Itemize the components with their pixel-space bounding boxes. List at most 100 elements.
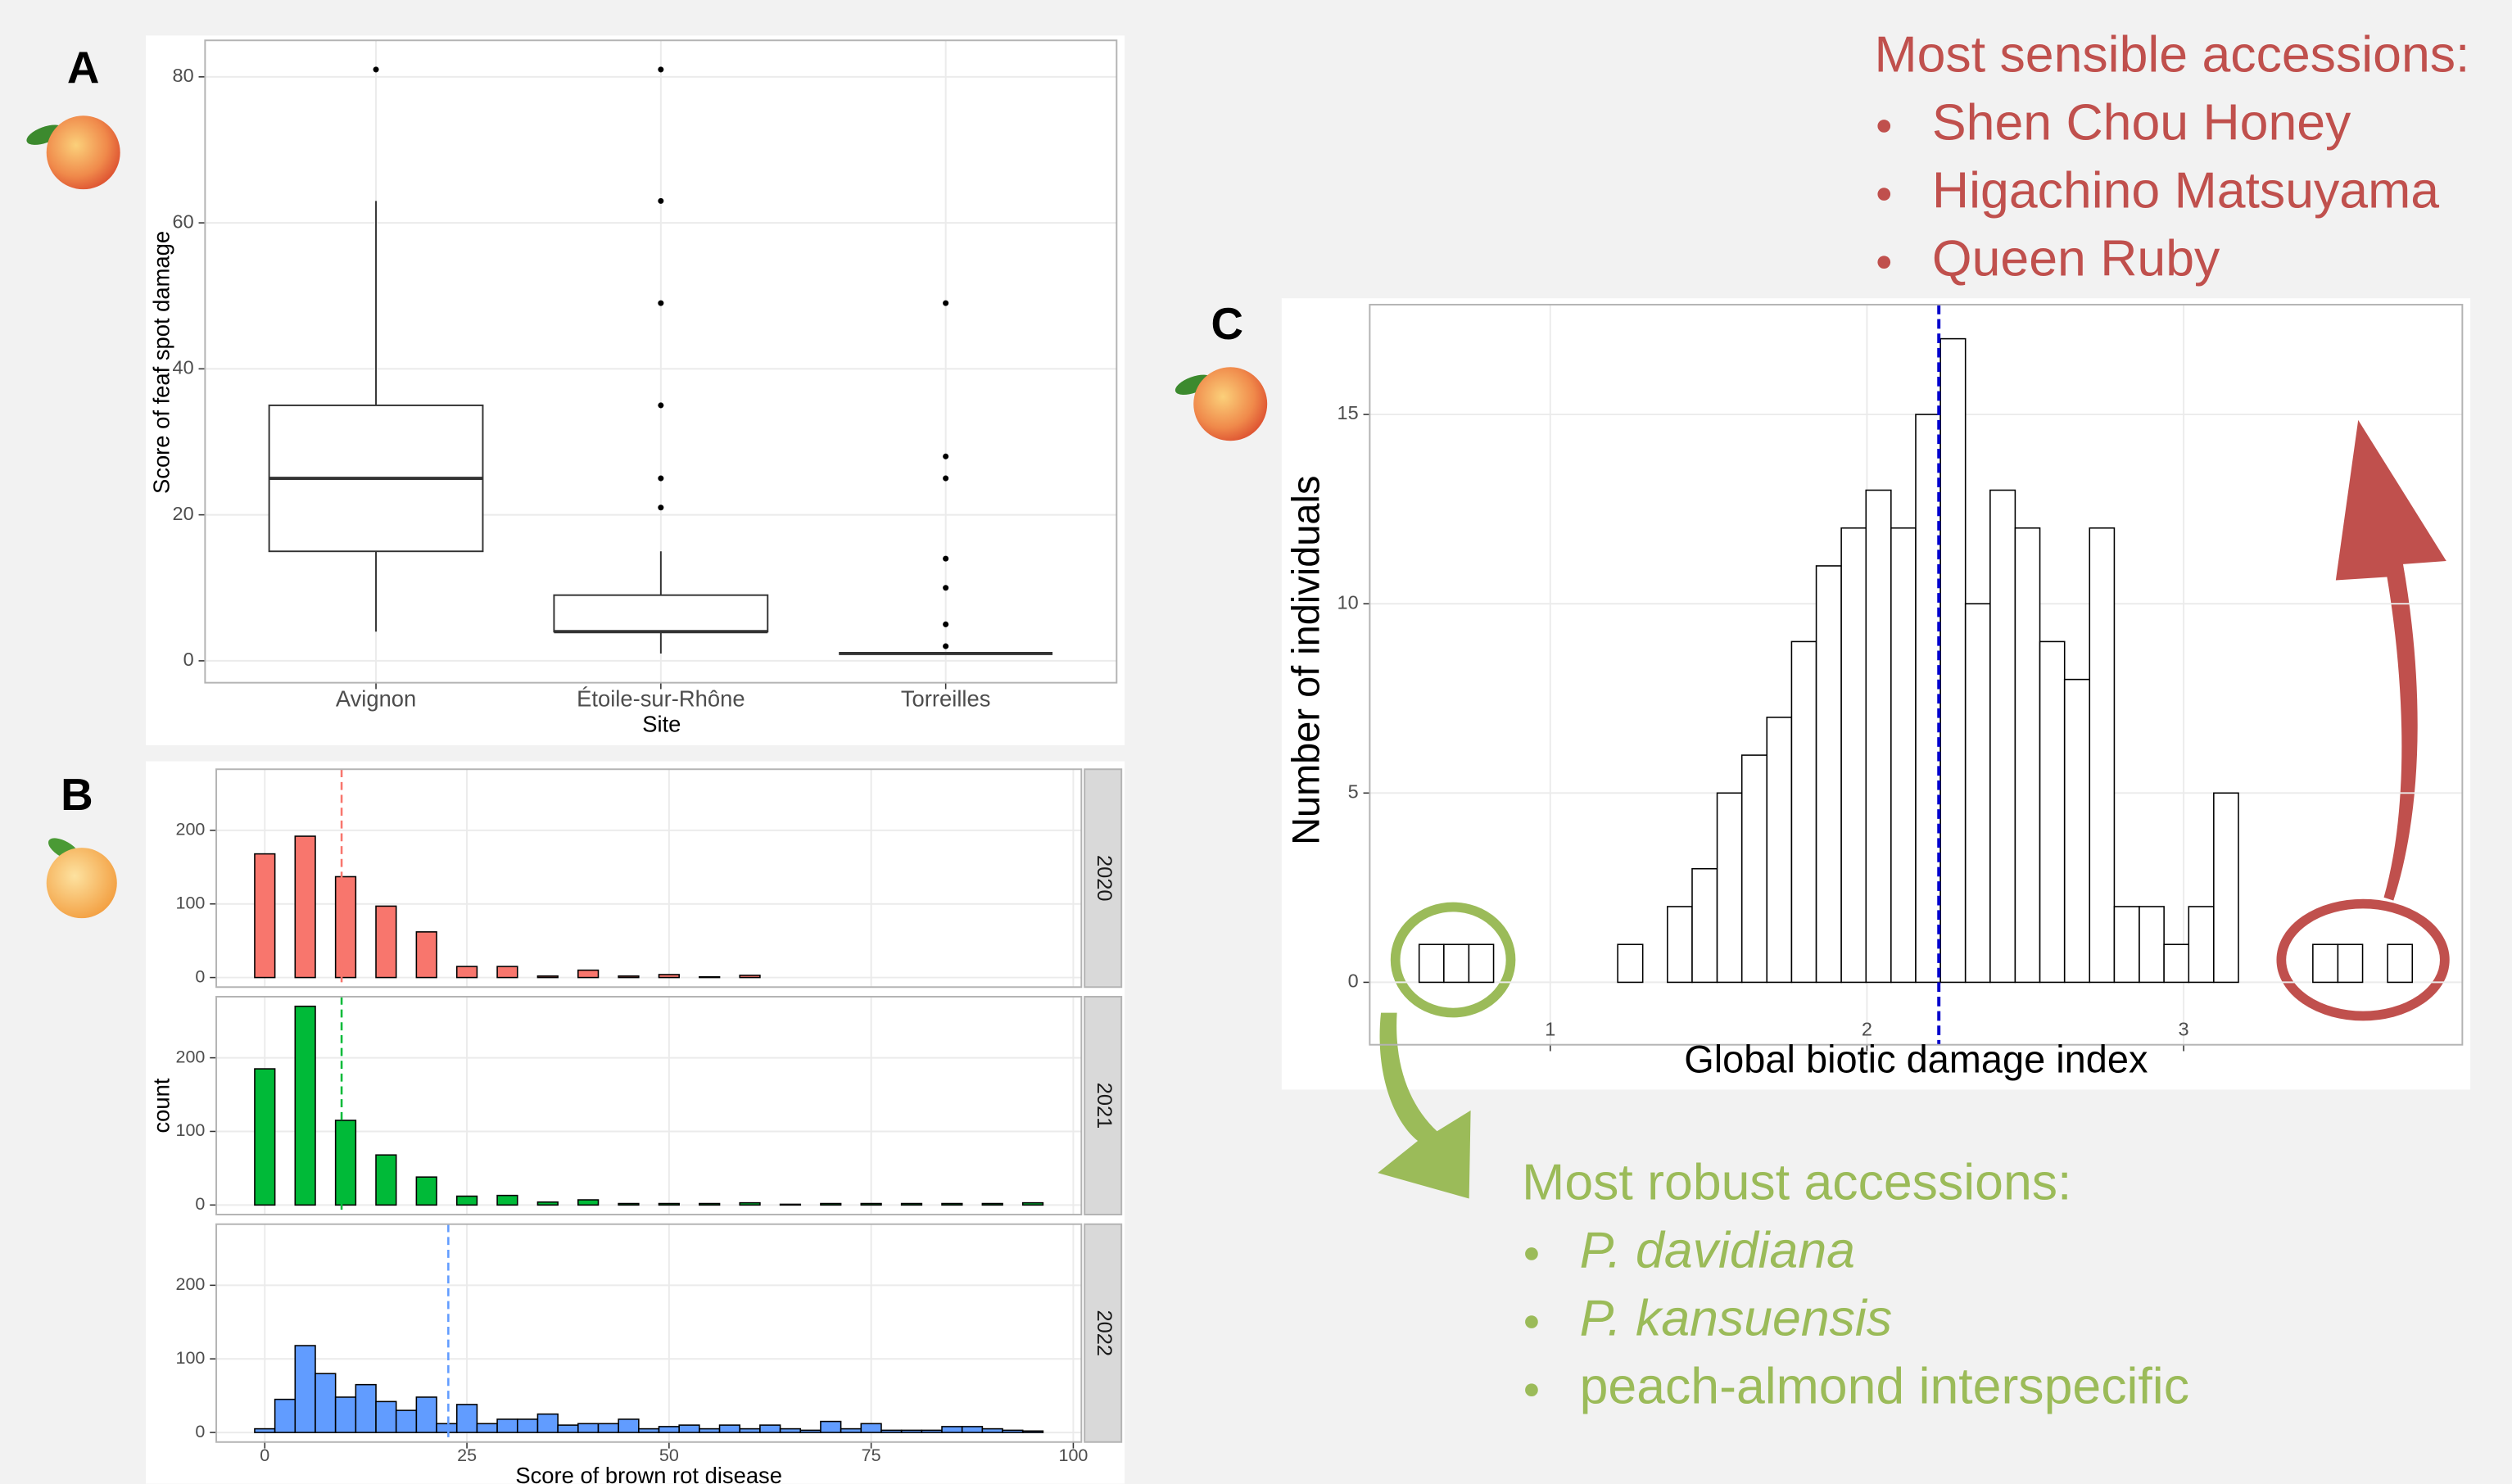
y-tick-label: 15 <box>1337 402 1359 423</box>
histogram-bar <box>2139 906 2165 984</box>
histogram-bar <box>476 1423 498 1433</box>
histogram-bar <box>1790 640 1817 984</box>
x-tick-label: 3 <box>2179 1018 2189 1039</box>
histogram-bar <box>2063 678 2091 984</box>
histogram-bar <box>658 1426 680 1433</box>
histogram-bar <box>699 1202 721 1206</box>
histogram-bar <box>961 1426 984 1433</box>
histogram-bar <box>334 875 357 979</box>
x-axis-label: Global biotic damage index <box>1684 1038 2148 1081</box>
histogram-bar <box>496 966 518 979</box>
sensible-arrow <box>2335 419 2446 901</box>
histogram-bar <box>2039 640 2066 984</box>
histogram-bar <box>577 1199 600 1206</box>
outlier <box>658 197 664 204</box>
outlier <box>373 66 379 73</box>
histogram-bar <box>779 1427 802 1433</box>
peach-icon <box>1175 367 1268 441</box>
histogram-bar <box>739 975 761 979</box>
histogram-bar <box>840 1427 862 1433</box>
histogram-bar <box>1939 337 1967 984</box>
histogram-bar <box>2337 943 2364 984</box>
histogram-bar <box>799 1429 821 1433</box>
y-tick-label: 0 <box>195 966 205 986</box>
outlier <box>658 475 664 482</box>
plot-border <box>204 39 1118 684</box>
histogram-bar <box>1840 527 1867 984</box>
histogram-bar <box>536 975 559 979</box>
histogram-bar <box>1766 717 1793 984</box>
callout-item: P. kansuensis <box>1580 1290 1893 1347</box>
panel-b <box>145 761 1125 1484</box>
histogram-bar <box>496 1194 518 1206</box>
histogram-bar <box>2213 792 2239 984</box>
y-tick-label: 0 <box>1348 970 1359 992</box>
histogram-bar <box>2163 943 2190 984</box>
histogram-bar <box>2188 906 2215 984</box>
x-tick-label: 1 <box>1545 1018 1555 1039</box>
panel-a <box>145 35 1125 745</box>
apricot-icon <box>46 838 117 919</box>
bullet <box>1525 1247 1538 1260</box>
histogram-bar <box>334 1120 357 1206</box>
histogram-bar <box>536 1413 559 1433</box>
x-tick-label: 2 <box>1862 1018 1872 1039</box>
histogram-bar <box>536 1201 559 1206</box>
histogram-bar <box>1021 1201 1044 1206</box>
histogram-bar <box>294 1345 316 1433</box>
histogram-bar <box>1915 414 1941 984</box>
histogram-bar <box>415 931 437 979</box>
histogram-bar <box>455 966 478 979</box>
histogram-bar <box>375 1154 397 1206</box>
histogram-bar <box>1021 1430 1044 1433</box>
histogram-bar <box>375 1400 397 1433</box>
histogram-bar <box>1964 603 1991 984</box>
histogram-bar <box>1468 943 1495 984</box>
x-tick-label: 100 <box>1058 1446 1088 1465</box>
box <box>553 594 769 633</box>
histogram-bar <box>355 1383 377 1433</box>
histogram-bar <box>1418 943 1445 984</box>
y-tick-label: 20 <box>173 503 194 524</box>
robust-circle <box>1390 902 1516 1018</box>
y-tick-label: 100 <box>175 1120 205 1140</box>
y-tick-label: 80 <box>173 65 194 86</box>
histogram-bar <box>618 1418 640 1433</box>
outlier <box>658 504 664 511</box>
outlier <box>943 300 949 306</box>
histogram-bar <box>759 1424 781 1433</box>
histogram-bar <box>1667 906 1693 984</box>
y-tick-label: 200 <box>175 1047 205 1066</box>
histogram-bar <box>516 1418 539 1433</box>
histogram-bar <box>1443 943 1470 984</box>
outlier <box>658 402 664 409</box>
x-axis-label: Score of brown rot disease <box>515 1463 782 1484</box>
callout-item: Higachino Matsuyama <box>1932 162 2439 219</box>
panel-label: C <box>1211 298 1244 349</box>
panel-label: B <box>61 769 93 820</box>
x-axis-label: Site <box>642 712 681 737</box>
histogram-bar <box>1740 754 1768 984</box>
y-tick-label: 100 <box>175 1348 205 1368</box>
histogram-bar <box>2014 527 2041 984</box>
outlier <box>943 643 949 649</box>
histogram-bar <box>941 1202 963 1206</box>
histogram-bar <box>658 1202 680 1206</box>
histogram-bar <box>455 1404 478 1433</box>
callout-item: Shen Chou Honey <box>1932 93 2351 151</box>
x-tick-label: 50 <box>659 1446 679 1465</box>
histogram-bar <box>618 1202 640 1206</box>
plot-border <box>1369 304 2464 1046</box>
y-tick-label: 0 <box>195 1422 205 1441</box>
histogram-bar <box>455 1195 478 1206</box>
histogram-bar <box>436 1423 458 1433</box>
outlier <box>943 555 949 562</box>
y-tick-label: 200 <box>175 820 205 839</box>
histogram-bar <box>678 1424 700 1433</box>
panel-label: A <box>67 42 100 93</box>
outlier <box>943 453 949 459</box>
peach-icon <box>26 115 120 190</box>
histogram-bar <box>2387 943 2414 984</box>
outlier <box>658 300 664 306</box>
outlier <box>943 621 949 627</box>
